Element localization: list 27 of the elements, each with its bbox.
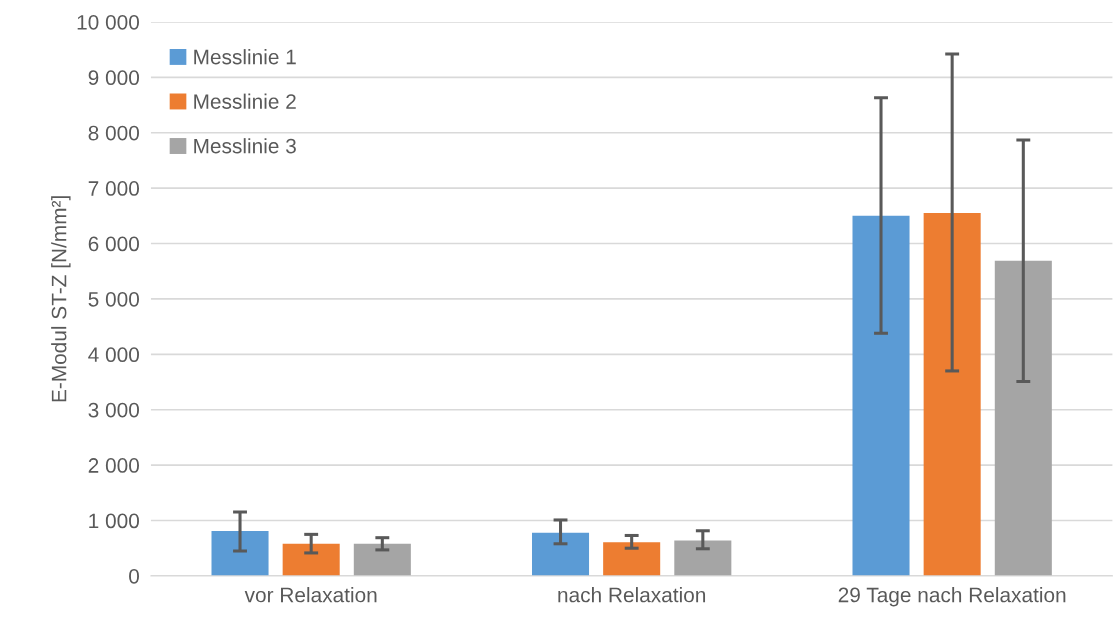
y-tick-label: 5 000: [88, 291, 140, 307]
y-tick-label: 6 000: [88, 236, 140, 252]
x-tick-label: vor Relaxation: [244, 587, 377, 603]
bar: [211, 531, 269, 576]
legend-label: Messlinie 1: [194, 49, 296, 65]
y-tick-label: 4 000: [88, 347, 140, 363]
y-tick-label: 7 000: [88, 181, 140, 196]
bar: [353, 543, 411, 576]
x-tick-label: nach Relaxation: [558, 587, 706, 603]
y-tick-label: 3 000: [88, 402, 140, 418]
bar: [852, 215, 910, 576]
legend-label: Messlinie 2: [194, 93, 296, 109]
y-tick-label: 8 000: [88, 125, 140, 141]
y-tick-label: 2 000: [88, 458, 140, 473]
y-tick-label: 9 000: [88, 70, 140, 86]
x-tick-label: 29 Tage nach Relaxation: [838, 587, 1066, 607]
y-tick-label: 10 000: [77, 14, 140, 30]
y-tick-label: 0: [129, 568, 140, 584]
bar: [674, 540, 732, 576]
bar: [994, 260, 1052, 576]
y-axis-title: E-Modul ST-Z [N/mm²]: [51, 196, 71, 402]
bar: [923, 213, 981, 576]
legend-label: Messlinie 3: [194, 138, 296, 154]
bar: [282, 543, 340, 576]
bar: [532, 532, 590, 576]
bar: [603, 542, 661, 576]
y-tick-label: 1 000: [89, 513, 140, 529]
